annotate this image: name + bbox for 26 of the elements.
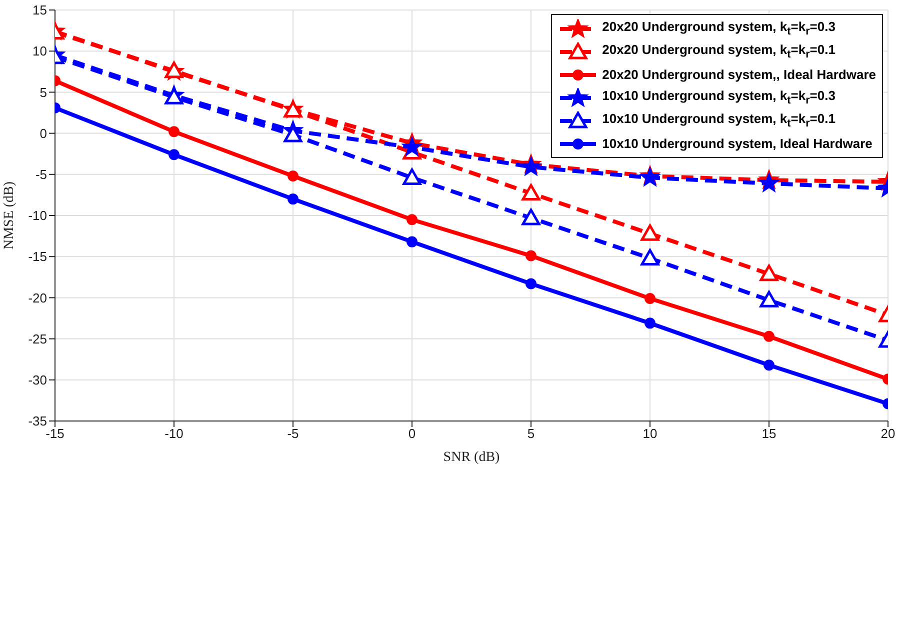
x-axis-title: SNR (dB) [443, 450, 500, 465]
y-tick-label: -5 [35, 167, 47, 182]
x-tick-label: 5 [527, 426, 535, 442]
x-tick-label: 10 [642, 426, 658, 442]
y-tick-label: 15 [32, 2, 47, 18]
y-tick-label: -25 [28, 331, 47, 346]
legend-label: 20x20 Underground system,, Ideal Hardware [602, 67, 876, 82]
y-tick-label: -20 [28, 290, 47, 306]
y-tick-label: -10 [28, 208, 47, 224]
y-tick-label: -30 [28, 372, 47, 388]
x-tick-label: -10 [164, 426, 184, 442]
y-tick-label: 10 [32, 44, 47, 59]
legend-label: 20x20 Underground system, k$_{t}$=k$_{r}$=0.3 [602, 19, 836, 38]
legend-label: 10x10 Underground system, k$_{t}$=k$_{r}$=0.1 [602, 111, 836, 130]
y-axis-title: NMSE (dB) [2, 181, 17, 250]
x-tick-label: 20 [880, 426, 896, 442]
legend-label: 10x10 Underground system, Ideal Hardware [602, 136, 872, 151]
legend-label: 10x10 Underground system, k$_{t}$=k$_{r}$=0.3 [602, 88, 836, 107]
y-tick-label: -15 [28, 249, 47, 264]
legend-label: 20x20 Underground system, k$_{t}$=k$_{r}$=0.1 [602, 42, 836, 61]
y-tick-label: 0 [40, 126, 47, 141]
y-tick-label: 5 [40, 84, 47, 100]
y-tick-label: -35 [28, 414, 47, 429]
x-tick-label: 0 [408, 426, 416, 442]
x-tick-label: -5 [287, 426, 299, 442]
x-tick-label: 15 [762, 426, 776, 442]
